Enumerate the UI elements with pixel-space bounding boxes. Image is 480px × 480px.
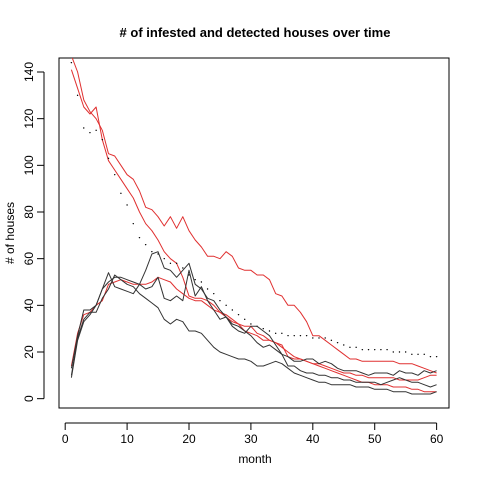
data-point [343, 344, 345, 346]
data-point [361, 348, 364, 351]
red-series-line [70, 69, 437, 381]
x-tick-label: 60 [430, 432, 444, 446]
data-point [188, 274, 190, 276]
y-axis-label: # of houses [3, 202, 17, 264]
data-point [398, 351, 401, 353]
data-point [95, 129, 97, 132]
y-tick-label: 20 [22, 345, 36, 359]
data-point [126, 204, 128, 206]
data-point [429, 355, 432, 358]
data-point [435, 355, 438, 358]
y-tick-label: 100 [22, 155, 36, 175]
x-tick-label: 20 [182, 432, 196, 446]
data-point [287, 334, 289, 337]
red-series-line [71, 58, 437, 374]
data-point [219, 299, 221, 302]
data-point [423, 353, 425, 356]
data-point [244, 318, 246, 321]
dotted-series [70, 61, 438, 358]
data-point [231, 309, 234, 311]
data-point [305, 334, 308, 337]
data-point [374, 348, 376, 351]
y-axis: 0 20 40 60 80 100 120 140 [22, 62, 45, 402]
data-point [120, 192, 122, 195]
black-series-line [70, 274, 437, 395]
x-tick-label: 40 [306, 432, 320, 446]
data-point [349, 346, 351, 349]
plot-area [70, 58, 438, 395]
y-tick-label: 0 [22, 395, 36, 402]
y-tick-label: 60 [22, 252, 36, 266]
data-point [101, 138, 104, 141]
black-series-line [70, 251, 437, 376]
y-tick-label: 140 [22, 62, 36, 82]
data-point [200, 281, 203, 283]
data-point [318, 337, 320, 339]
data-point [132, 222, 134, 225]
data-point [417, 353, 419, 356]
y-tick-label: 40 [22, 298, 36, 312]
x-tick-label: 50 [368, 432, 382, 446]
data-point [274, 332, 277, 335]
data-point [175, 262, 178, 265]
data-point [281, 332, 283, 335]
data-point [268, 330, 271, 332]
data-point [392, 351, 394, 353]
data-point [330, 339, 333, 342]
data-point [336, 341, 339, 344]
x-axis: 0 10 20 30 40 50 60 [62, 422, 444, 446]
data-point [144, 243, 147, 246]
data-point [225, 304, 227, 307]
data-point [324, 337, 326, 339]
data-point [411, 353, 413, 356]
chart-title: # of infested and detected houses over t… [120, 25, 391, 40]
data-point [404, 351, 407, 353]
plot-frame [58, 57, 450, 409]
data-point [182, 267, 184, 269]
data-point [367, 348, 370, 351]
x-tick-label: 0 [62, 432, 69, 446]
data-point [114, 173, 116, 176]
y-tick-label: 120 [22, 108, 36, 128]
data-point [355, 346, 357, 349]
data-point [299, 334, 302, 337]
x-tick-label: 30 [244, 432, 258, 446]
data-point [262, 327, 264, 330]
data-point [237, 313, 240, 316]
data-point [107, 157, 110, 160]
data-point [163, 257, 165, 260]
data-point [151, 250, 153, 253]
black-series-line [70, 269, 437, 388]
x-axis-label: month [238, 452, 271, 466]
data-point [250, 323, 252, 325]
data-point [138, 236, 141, 239]
data-point [169, 262, 172, 265]
y-tick-label: 80 [22, 205, 36, 219]
data-point [386, 348, 388, 351]
data-point [89, 131, 91, 134]
data-point [194, 278, 196, 281]
data-point [213, 292, 215, 295]
red-series-line [70, 276, 437, 393]
data-point [312, 337, 314, 339]
data-point [76, 94, 79, 97]
data-point [380, 348, 382, 351]
data-point [70, 61, 73, 64]
data-point [206, 288, 209, 290]
data-point [293, 334, 295, 337]
x-tick-label: 10 [120, 432, 134, 446]
data-point [83, 127, 85, 129]
